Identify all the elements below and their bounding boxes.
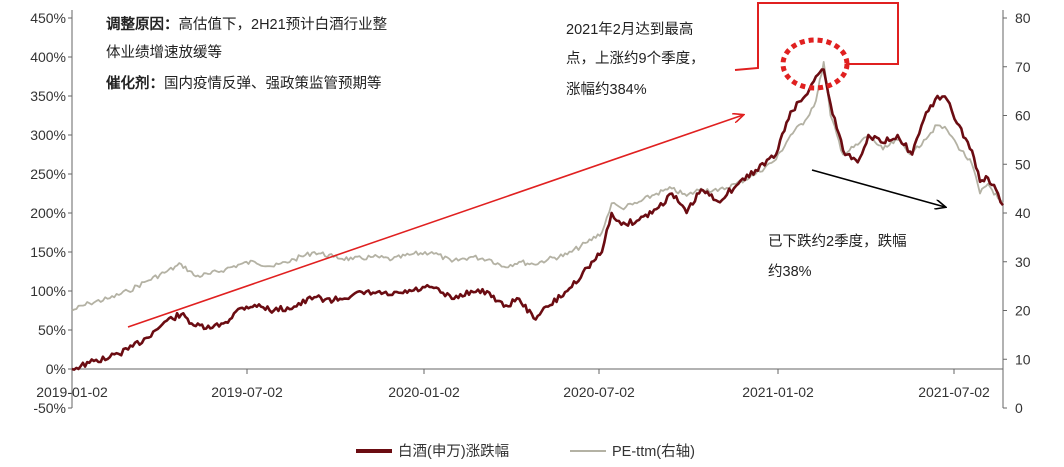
left-tick-label: 50% [38,322,66,338]
peak-line1: 2021年2月达到最高 [566,21,693,38]
left-tick-label: 400% [30,49,66,65]
x-tick-label: 2019-01-02 [36,384,108,400]
series-layer [71,61,1004,371]
catalyst-text: 国内疫情反弹、强政策监管预期等 [164,74,382,92]
right-tick-label: 30 [1015,254,1031,270]
right-tick-label: 70 [1015,59,1031,75]
annotation-peak: 2021年2月达到最高 点，上涨约9个季度， 涨幅约384% [566,21,705,98]
series-line-baijiu [71,68,1004,371]
x-tick-label: 2021-07-02 [918,384,990,400]
drop-line2: 约38% [768,263,812,280]
peak-line2: 点，上涨约9个季度， [566,50,705,67]
legend-label-baijiu: 白酒(申万)涨跌幅 [398,443,509,460]
right-tick-label: 80 [1015,10,1031,26]
left-tick-label: 100% [30,283,66,299]
right-tick-label: 50 [1015,156,1031,172]
legend-label-pe: PE-ttm(右轴) [612,443,695,460]
left-tick-label: 200% [30,205,66,221]
annotation-drop: 已下跌约2季度，跌幅 约38% [768,233,907,280]
left-tick-label: -50% [33,400,66,416]
reason-line2: 体业绩增速放缓等 [106,43,222,61]
catalyst-title: 催化剂： [106,74,164,92]
svg-text:催化剂：国内疫情反弹、强政策监管预期等: 催化剂：国内疫情反弹、强政策监管预期等 [106,74,382,92]
right-tick-label: 60 [1015,108,1031,124]
peak-line3: 涨幅约384% [566,81,647,98]
svg-text:调整原因：高估值下，2H21预计白酒行业整: 调整原因：高估值下，2H21预计白酒行业整 [106,15,387,33]
right-tick-label: 40 [1015,205,1031,221]
x-tick-label: 2020-01-02 [388,384,460,400]
downtrend-arrow [811,169,945,207]
annotation-reason: 调整原因：高估值下，2H21预计白酒行业整 体业绩增速放缓等 催化剂：国内疫情反… [106,15,387,92]
x-tick-label: 2020-07-02 [563,384,635,400]
drop-line1: 已下跌约2季度，跌幅 [768,233,907,250]
reason-title: 调整原因： [106,15,179,33]
right-tick-label: 10 [1015,351,1031,367]
x-tick-label: 2019-07-02 [211,384,283,400]
axes: 450% 400% 350% 300% 250% 200% 150% 100% 50% 0% -50… [30,10,1031,416]
series-line-pe-ttm [71,61,1004,312]
left-tick-label: 350% [30,88,66,104]
right-tick-label: 0 [1015,400,1023,416]
left-tick-label: 300% [30,127,66,143]
left-tick-label: 250% [30,166,66,182]
left-tick-label: 450% [30,10,66,26]
left-tick-label: 0% [46,361,66,377]
x-tick-label: 2021-01-02 [742,384,814,400]
peak-circle-marker [780,37,850,91]
uptrend-arrow [127,115,743,328]
left-tick-label: 150% [30,244,66,260]
peak-callout-bracket [734,2,899,71]
legend: 白酒(申万)涨跌幅 PE-ttm(右轴) [356,443,695,460]
reason-line1: 高估值下，2H21预计白酒行业整 [179,16,388,33]
right-tick-label: 20 [1015,303,1031,319]
